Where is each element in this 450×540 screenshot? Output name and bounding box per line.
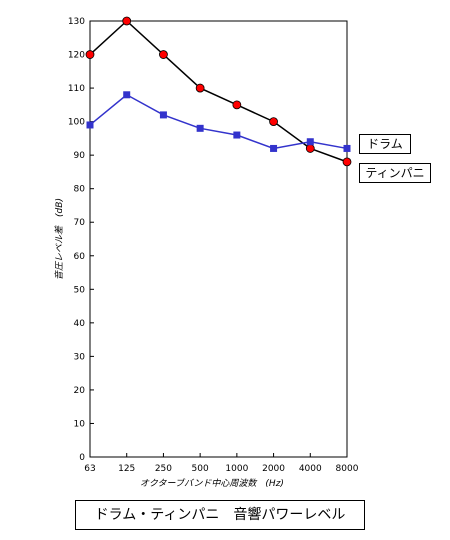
y-tick-label: 100 <box>68 118 85 128</box>
legend-drum: ドラム <box>359 134 411 154</box>
x-tick-label: 63 <box>84 464 95 474</box>
data-point <box>195 83 205 93</box>
series-lines <box>89 19 348 163</box>
data-point <box>343 144 351 152</box>
data-point <box>159 111 167 119</box>
x-tick-label: 4000 <box>299 464 322 474</box>
data-point <box>123 91 131 99</box>
y-tick-label: 40 <box>74 319 86 329</box>
data-point <box>306 138 314 146</box>
plot-area <box>89 20 348 458</box>
x-tick-label: 2000 <box>262 464 285 474</box>
series-line-0 <box>89 19 348 163</box>
data-point <box>305 144 315 153</box>
x-axis-label: オクターブバンド中心周波数 (Hz) <box>140 478 284 489</box>
data-point <box>270 144 278 152</box>
x-tick-label: 250 <box>155 464 172 474</box>
y-tick-label: 120 <box>68 51 85 61</box>
series-markers <box>85 16 352 167</box>
y-tick-label: 90 <box>74 151 86 161</box>
y-tick-label: 80 <box>74 185 86 195</box>
y-tick-label: 10 <box>74 419 86 429</box>
data-point <box>159 50 168 59</box>
data-point <box>342 157 352 167</box>
x-tick-label: 125 <box>118 464 135 474</box>
chart-caption: ドラム・ティンパニ 音響パワーレベル <box>75 500 365 530</box>
data-point <box>122 16 132 26</box>
y-tick-label: 130 <box>68 17 85 27</box>
data-point <box>232 100 242 110</box>
y-tick-label: 30 <box>74 352 86 362</box>
data-point <box>86 121 94 129</box>
x-tick-label: 500 <box>192 464 209 474</box>
x-tick-label: 1000 <box>225 464 248 474</box>
series-line-1 <box>89 93 348 150</box>
y-tick-label: 50 <box>74 285 86 295</box>
y-tick-label: 0 <box>79 453 85 463</box>
legend-timpani: ティンパニ <box>359 163 431 183</box>
y-axis: 0 10 20 30 40 50 60 70 80 90 100 110 120 130 <box>68 17 94 463</box>
data-point <box>196 124 204 132</box>
data-point <box>233 131 241 139</box>
x-tick-label: 8000 <box>336 464 359 474</box>
data-point <box>85 50 95 59</box>
y-tick-label: 110 <box>68 84 85 94</box>
y-tick-label: 60 <box>74 252 86 262</box>
y-tick-label: 20 <box>74 386 86 396</box>
data-point <box>269 117 278 127</box>
x-axis: 63 125 250 500 1000 2000 4000 8000 <box>84 453 359 474</box>
y-axis-label: 音圧レベル差 (dB) <box>54 198 65 280</box>
y-tick-label: 70 <box>74 218 86 228</box>
